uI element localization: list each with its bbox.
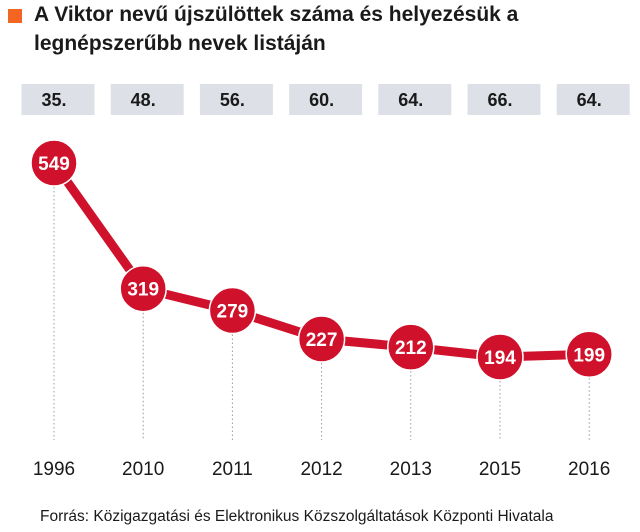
chart-title: A Viktor nevű újszülöttek száma és helye… — [34, 3, 519, 55]
rank-box — [21, 84, 95, 115]
x-tick-label: 2015 — [479, 459, 521, 480]
data-point — [565, 330, 613, 379]
data-label: 227 — [306, 330, 338, 351]
x-tick-label: 2010 — [122, 459, 164, 480]
rank-box — [289, 84, 363, 115]
title-marker-icon — [8, 9, 22, 23]
rank-box — [110, 84, 184, 115]
rank-box — [467, 84, 541, 115]
rank-label: 66. — [487, 90, 512, 110]
rank-box — [199, 84, 273, 115]
rank-label: 35. — [41, 90, 66, 110]
data-point — [387, 323, 435, 371]
data-label: 212 — [395, 338, 427, 359]
data-point — [119, 264, 167, 313]
rank-label: 60. — [309, 90, 334, 110]
x-tick-label: 2012 — [300, 459, 342, 480]
x-tick-label: 2013 — [390, 459, 432, 480]
rank-box — [378, 84, 452, 115]
data-label: 199 — [573, 345, 605, 366]
data-label: 194 — [484, 348, 516, 369]
rank-label: 56. — [220, 90, 245, 110]
data-point — [30, 139, 78, 187]
data-label: 549 — [38, 154, 70, 175]
data-point — [476, 333, 524, 381]
source-note: Forrás: Közigazgatási és Elektronikus Kö… — [40, 508, 554, 525]
rank-label: 48. — [131, 90, 156, 110]
data-point — [297, 315, 346, 363]
rank-box — [556, 84, 630, 115]
x-tick-label: 2016 — [568, 459, 610, 480]
data-point — [208, 286, 257, 335]
data-label: 279 — [217, 302, 249, 323]
x-tick-label: 2011 — [212, 459, 253, 480]
rank-label: 64. — [577, 90, 602, 110]
x-tick-label: 1996 — [33, 459, 75, 480]
rank-label: 64. — [398, 90, 423, 110]
data-label: 319 — [127, 280, 159, 301]
